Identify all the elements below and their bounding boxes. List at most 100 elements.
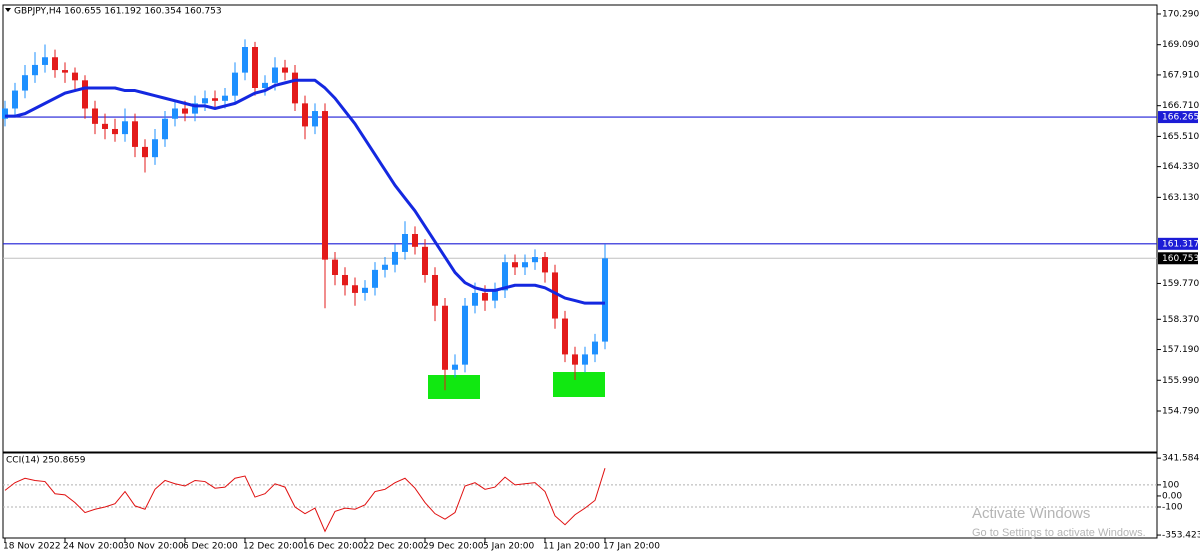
watermark-title: Activate Windows: [972, 505, 1090, 522]
price-label-box: [1158, 252, 1198, 265]
candle-body: [592, 341, 598, 355]
candle-body: [312, 111, 318, 127]
candle-body: [112, 128, 118, 135]
candle-body: [492, 290, 498, 301]
candle-body: [122, 121, 128, 135]
y-tick-label: 154.790: [1162, 407, 1199, 417]
candle-body: [32, 64, 38, 76]
x-tick-label: 5 Jan 20:00: [483, 542, 535, 552]
watermark-subtitle: Go to Settings to activate Windows.: [972, 527, 1146, 539]
candle-body: [302, 103, 308, 127]
candle-body: [232, 72, 238, 96]
cci-line: [4, 468, 606, 533]
level-label-box: [1158, 111, 1198, 124]
level-label: 166.265: [1162, 113, 1199, 123]
candle-body: [352, 285, 358, 293]
candle-body: [182, 108, 188, 114]
candle-body: [512, 262, 518, 268]
candle-body: [102, 123, 108, 129]
y-tick-label: 167.910: [1162, 70, 1199, 80]
candle-body: [442, 305, 448, 370]
candle-body: [412, 234, 418, 247]
candle-body: [392, 251, 398, 265]
candle-body: [52, 57, 58, 71]
y-tick-label: 166.710: [1162, 101, 1199, 111]
candle-body: [602, 258, 608, 342]
candle-body: [362, 287, 368, 293]
candle-body: [162, 118, 168, 140]
candle-body: [382, 264, 388, 270]
candle-body: [522, 262, 528, 268]
y-tick-label: 164.330: [1162, 162, 1199, 172]
candle-body: [192, 103, 198, 114]
candle-body: [342, 274, 348, 286]
candle-body: [322, 111, 328, 260]
moving-average: [5, 78, 605, 305]
x-tick-label: 22 Dec 20:00: [363, 542, 424, 552]
menu-arrow[interactable]: [5, 8, 11, 12]
x-tick-label: 11 Jan 20:00: [543, 542, 600, 552]
chart-title: GBPJPY,H4 160.655 161.192 160.354 160.75…: [14, 7, 222, 17]
candle-body: [92, 108, 98, 124]
x-tick-label: 6 Dec 20:00: [183, 542, 238, 552]
cci-title: CCI(14) 250.8659: [6, 456, 86, 466]
price-label: 160.753: [1162, 254, 1199, 264]
main-frame: [2, 4, 1158, 453]
candle-body: [552, 272, 558, 319]
x-tick-label: 17 Jan 20:00: [603, 542, 660, 552]
candle-body: [502, 262, 508, 291]
candle-body: [172, 108, 178, 119]
level-label-box: [1158, 237, 1198, 250]
y-tick-label: 158.370: [1162, 315, 1199, 325]
candle-body: [482, 292, 488, 301]
y-tick-label: 100: [1162, 480, 1179, 490]
candle-body: [242, 47, 248, 73]
x-tick-label: 12 Dec 20:00: [243, 542, 304, 552]
y-tick-label: 165.510: [1162, 132, 1199, 142]
y-tick-label: 157.190: [1162, 345, 1199, 355]
highlight-box: [553, 372, 605, 397]
x-tick-label: 29 Dec 20:00: [423, 542, 484, 552]
candle-body: [452, 364, 458, 370]
candle-body: [82, 80, 88, 109]
candle-body: [282, 67, 288, 73]
candle-body: [472, 292, 478, 306]
y-tick-label: 163.130: [1162, 193, 1199, 203]
candle-body: [62, 70, 68, 73]
candle-body: [2, 108, 8, 119]
candle-body: [252, 47, 258, 88]
candle-body: [132, 121, 138, 147]
x-tick-label: 30 Nov 20:00: [123, 542, 184, 552]
candle-body: [202, 98, 208, 104]
candle-body: [372, 269, 378, 288]
candle-body: [142, 146, 148, 158]
candle-body: [212, 98, 218, 101]
y-tick-label: -100: [1162, 503, 1183, 513]
candle-body: [12, 90, 18, 109]
candle-body: [422, 246, 428, 275]
level-label: 161.317: [1162, 239, 1199, 249]
y-tick-label: 170.290: [1162, 9, 1199, 19]
y-tick-label: 159.770: [1162, 279, 1199, 289]
candle-body: [462, 305, 468, 365]
y-tick-label: 169.090: [1162, 40, 1199, 50]
y-tick-label: 155.990: [1162, 376, 1199, 386]
x-tick-label: 18 Nov 2022: [3, 542, 61, 552]
candle-body: [272, 67, 278, 83]
candle-body: [72, 72, 78, 81]
candle-body: [22, 75, 28, 91]
candle-body: [542, 257, 548, 273]
candle-body: [262, 82, 268, 88]
candle-body: [42, 57, 48, 65]
candle-body: [572, 354, 578, 365]
candle-body: [292, 72, 298, 104]
candle-body: [432, 274, 438, 306]
candle-body: [332, 259, 338, 275]
candle-body: [402, 234, 408, 252]
y-tick-label: -353.423: [1162, 531, 1200, 541]
candle-body: [532, 257, 538, 263]
